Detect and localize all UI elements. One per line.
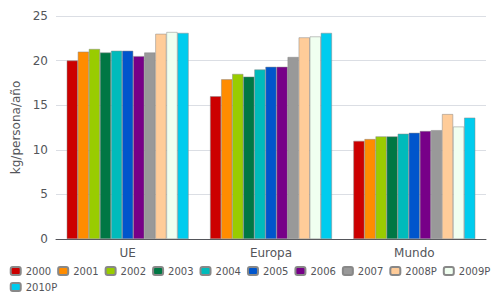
svg-text:2000: 2000: [26, 266, 51, 277]
svg-text:25: 25: [33, 9, 48, 23]
svg-text:2003: 2003: [168, 266, 193, 277]
svg-text:0: 0: [40, 232, 48, 246]
svg-text:Europa: Europa: [250, 246, 292, 260]
svg-text:2006: 2006: [310, 266, 335, 277]
svg-text:UE: UE: [119, 246, 135, 260]
svg-text:2009P: 2009P: [459, 266, 490, 277]
svg-text:10: 10: [33, 143, 48, 157]
svg-text:2002: 2002: [121, 266, 146, 277]
svg-text:2010P: 2010P: [26, 282, 57, 293]
svg-text:Mundo: Mundo: [394, 246, 435, 260]
svg-text:2008P: 2008P: [405, 266, 436, 277]
svg-text:20: 20: [33, 54, 48, 68]
svg-text:5: 5: [40, 187, 48, 201]
svg-text:2001: 2001: [73, 266, 98, 277]
svg-text:kg/persona/año: kg/persona/año: [9, 81, 23, 174]
svg-text:2004: 2004: [216, 266, 241, 277]
svg-text:2007: 2007: [358, 266, 383, 277]
svg-text:2005: 2005: [263, 266, 288, 277]
svg-text:15: 15: [33, 98, 48, 112]
